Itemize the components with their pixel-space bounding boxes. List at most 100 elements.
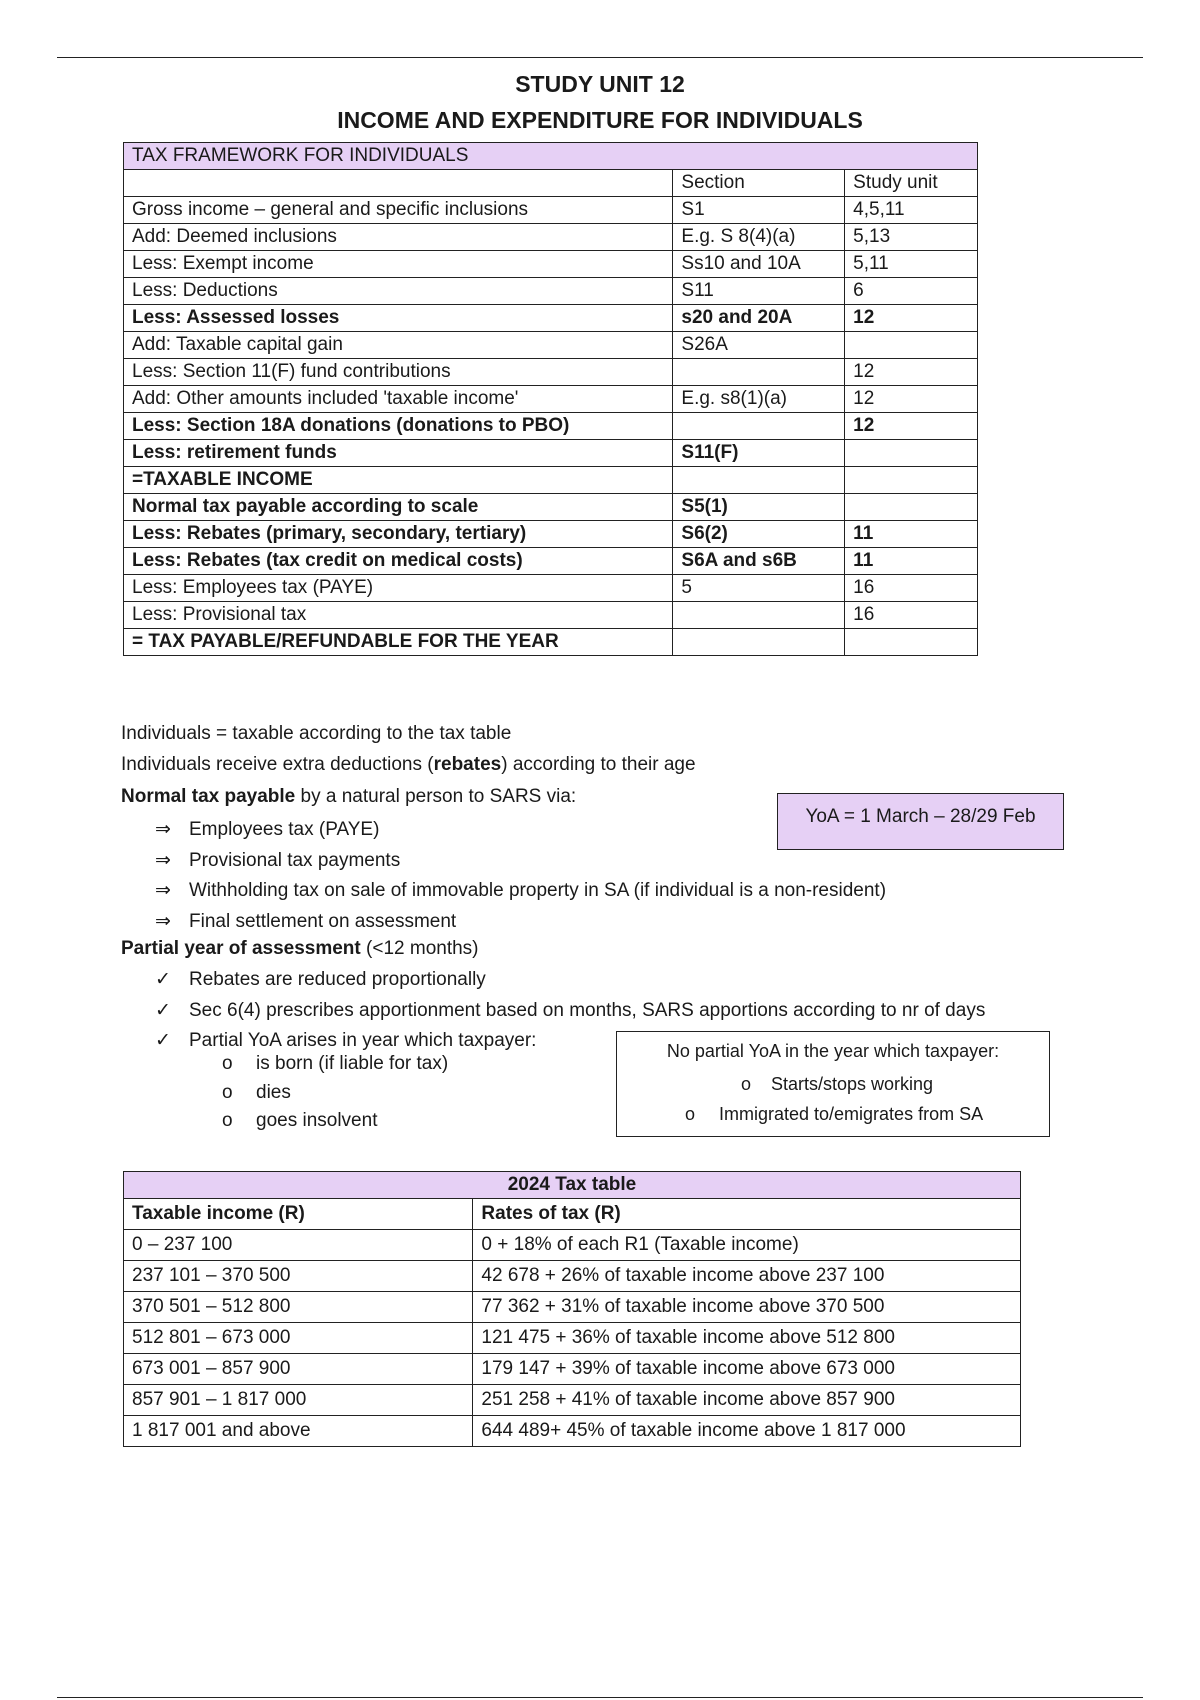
framework-cell-section: S5(1) bbox=[672, 493, 846, 521]
arrow-icon: ⇒ bbox=[155, 819, 171, 840]
tax-table-header-row: Taxable income (R) Rates of tax (R) bbox=[122, 1198, 1021, 1230]
rate-cell: 644 489+ 45% of taxable income above 1 8… bbox=[472, 1415, 1021, 1447]
income-cell: 673 001 – 857 900 bbox=[122, 1353, 474, 1385]
framework-cell-item: Less: Rebates (tax credit on medical cos… bbox=[122, 547, 674, 575]
framework-row: Gross income – general and specific incl… bbox=[122, 196, 978, 224]
tax-table-row: 1 817 001 and above 644 489+ 45% of taxab… bbox=[122, 1415, 1021, 1447]
framework-cell-item: = TAX PAYABLE/REFUNDABLE FOR THE YEAR bbox=[122, 628, 674, 656]
framework-cell-section: S26A bbox=[672, 331, 846, 359]
arrow-list-item: ⇒ Withholding tax on sale of immovable pr… bbox=[155, 880, 887, 901]
framework-cell-unit: 5,11 bbox=[844, 250, 978, 278]
tax-table-title: 2024 Tax table bbox=[123, 1171, 1021, 1199]
rate-cell: 0 + 18% of each R1 (Taxable income) bbox=[472, 1229, 1021, 1261]
no-partial-box: No partial YoA in the year which taxpaye… bbox=[616, 1031, 1050, 1137]
framework-cell-unit: 11 bbox=[844, 520, 978, 548]
circle-bullet-icon: o bbox=[222, 1081, 233, 1103]
sub-list-item: o goes insolvent bbox=[222, 1110, 378, 1131]
arrow-list-item: ⇒ Final settlement on assessment bbox=[155, 910, 457, 932]
circle-bullet-icon: o bbox=[222, 1053, 233, 1074]
framework-row: Less: Employees tax (PAYE) 5 16 bbox=[122, 574, 978, 602]
framework-cell-item: Less: Assessed losses bbox=[122, 304, 674, 332]
check-icon: ✓ bbox=[155, 999, 171, 1021]
circle-bullet-icon: o bbox=[222, 1110, 233, 1131]
framework-row: Add: Other amounts included 'taxable inc… bbox=[122, 385, 978, 413]
framework-row: = TAX PAYABLE/REFUNDABLE FOR THE YEAR bbox=[122, 628, 978, 656]
rate-cell: 42 678 + 26% of taxable income above 237… bbox=[472, 1260, 1021, 1292]
framework-cell-item: Add: Deemed inclusions bbox=[122, 223, 674, 251]
framework-cell-section bbox=[672, 358, 846, 386]
no-partial-item: o Immigrated to/emigrates from SA bbox=[685, 1104, 984, 1124]
tax-table-row: 370 501 – 512 800 77 362 + 31% of taxable… bbox=[122, 1291, 1021, 1323]
tax-table-row: 0 – 237 100 0 + 18% of each R1 (Taxable i… bbox=[122, 1229, 1021, 1261]
check-list-item: ✓ Sec 6(4) prescribes apportionment based… bbox=[155, 999, 986, 1021]
framework-cell-item: Less: Exempt income bbox=[122, 250, 674, 278]
rate-cell: 77 362 + 31% of taxable income above 370… bbox=[472, 1291, 1021, 1323]
income-cell: 857 901 – 1 817 000 bbox=[122, 1384, 474, 1416]
sub-list-item: o dies bbox=[222, 1081, 291, 1103]
framework-cell-item: =TAXABLE INCOME bbox=[122, 466, 674, 494]
framework-row: Less: Provisional tax 16 bbox=[122, 601, 978, 629]
tax-table-row: 857 901 – 1 817 000 251 258 + 41% of taxa… bbox=[122, 1384, 1021, 1416]
framework-cell-unit: 4,5,11 bbox=[844, 196, 978, 224]
arrow-icon: ⇒ bbox=[155, 849, 171, 871]
top-rule bbox=[57, 57, 1143, 58]
framework-cell-section bbox=[672, 412, 846, 440]
arrow-list-item: ⇒ Employees tax (PAYE) bbox=[155, 819, 380, 840]
framework-cell-item: Less: Provisional tax bbox=[122, 601, 674, 629]
framework-row: Less: Rebates (primary, secondary, terti… bbox=[122, 520, 978, 548]
tax-table-row: 512 801 – 673 000 121 475 + 36% of taxabl… bbox=[122, 1322, 1021, 1354]
header-cell: Taxable income (R) bbox=[122, 1198, 474, 1230]
framework-cell-unit bbox=[844, 493, 978, 521]
framework-row: Less: Deductions S11 6 bbox=[122, 277, 978, 305]
note-line: Individuals receive extra deductions (re… bbox=[121, 754, 696, 775]
framework-cell-unit bbox=[844, 466, 978, 494]
framework-row: Less: Section 18A donations (donations t… bbox=[122, 412, 978, 440]
framework-cell-unit: 12 bbox=[844, 304, 978, 332]
framework-cell-section bbox=[672, 628, 846, 656]
framework-header-row: Section Study unit bbox=[122, 169, 978, 197]
framework-row: =TAXABLE INCOME bbox=[122, 466, 978, 494]
framework-row: Add: Deemed inclusions E.g. S 8(4)(a) 5,13 bbox=[122, 223, 978, 251]
yoa-text: YoA = 1 March – 28/29 Feb bbox=[805, 806, 1036, 827]
framework-cell-item: Gross income – general and specific incl… bbox=[122, 196, 674, 224]
framework-cell-item: Normal tax payable according to scale bbox=[122, 493, 674, 521]
framework-cell-unit: 11 bbox=[844, 547, 978, 575]
income-cell: 370 501 – 512 800 bbox=[122, 1291, 474, 1323]
framework-row: Less: retirement funds S11(F) bbox=[122, 439, 978, 467]
arrow-icon: ⇒ bbox=[155, 910, 171, 932]
framework-cell-section: S1 bbox=[672, 196, 846, 224]
framework-cell-item: Less: Rebates (primary, secondary, terti… bbox=[122, 520, 674, 548]
income-cell: 237 101 – 370 500 bbox=[122, 1260, 474, 1292]
framework-cell-item: Less: Deductions bbox=[122, 277, 674, 305]
tax-table: 2024 Tax table Taxable income (R) Rates … bbox=[122, 1171, 1021, 1447]
framework-cell-item: Less: Employees tax (PAYE) bbox=[122, 574, 674, 602]
framework-row: Less: Section 11(F) fund contributions 12 bbox=[122, 358, 978, 386]
header-cell: Section bbox=[672, 169, 846, 197]
income-cell: 512 801 – 673 000 bbox=[122, 1322, 474, 1354]
check-list-item: ✓ Rebates are reduced proportionally bbox=[155, 969, 486, 990]
rate-cell: 121 475 + 36% of taxable income above 51… bbox=[472, 1322, 1021, 1354]
framework-cell-item: Less: retirement funds bbox=[122, 439, 674, 467]
framework-cell-unit bbox=[844, 628, 978, 656]
check-list-item: ✓ Partial YoA arises in year which taxpay… bbox=[155, 1030, 537, 1051]
framework-cell-section: S11 bbox=[672, 277, 846, 305]
note-line: Normal tax payable by a natural person t… bbox=[121, 786, 577, 807]
sub-list-item: o is born (if liable for tax) bbox=[222, 1053, 449, 1074]
arrow-icon: ⇒ bbox=[155, 880, 171, 901]
framework-cell-unit: 12 bbox=[844, 358, 978, 386]
framework-row: Less: Exempt income Ss10 and 10A 5,11 bbox=[122, 250, 978, 278]
tax-table-row: 237 101 – 370 500 42 678 + 26% of taxable… bbox=[122, 1260, 1021, 1292]
tax-framework-table: TAX FRAMEWORK FOR INDIVIDUALS Section St… bbox=[122, 142, 978, 656]
framework-row: Less: Assessed losses s20 and 20A 12 bbox=[122, 304, 978, 332]
framework-cell-section: s20 and 20A bbox=[672, 304, 846, 332]
framework-cell-unit: 6 bbox=[844, 277, 978, 305]
framework-row: Normal tax payable according to scale S5(… bbox=[122, 493, 978, 521]
framework-row: Less: Rebates (tax credit on medical cos… bbox=[122, 547, 978, 575]
framework-cell-unit bbox=[844, 439, 978, 467]
framework-cell-section: 5 bbox=[672, 574, 846, 602]
page-subtitle: INCOME AND EXPENDITURE FOR INDIVIDUALS bbox=[337, 107, 863, 133]
framework-cell-section: S6A and s6B bbox=[672, 547, 846, 575]
header-cell: Study unit bbox=[844, 169, 978, 197]
check-icon: ✓ bbox=[155, 1030, 171, 1051]
arrow-list-item: ⇒ Provisional tax payments bbox=[155, 849, 401, 871]
